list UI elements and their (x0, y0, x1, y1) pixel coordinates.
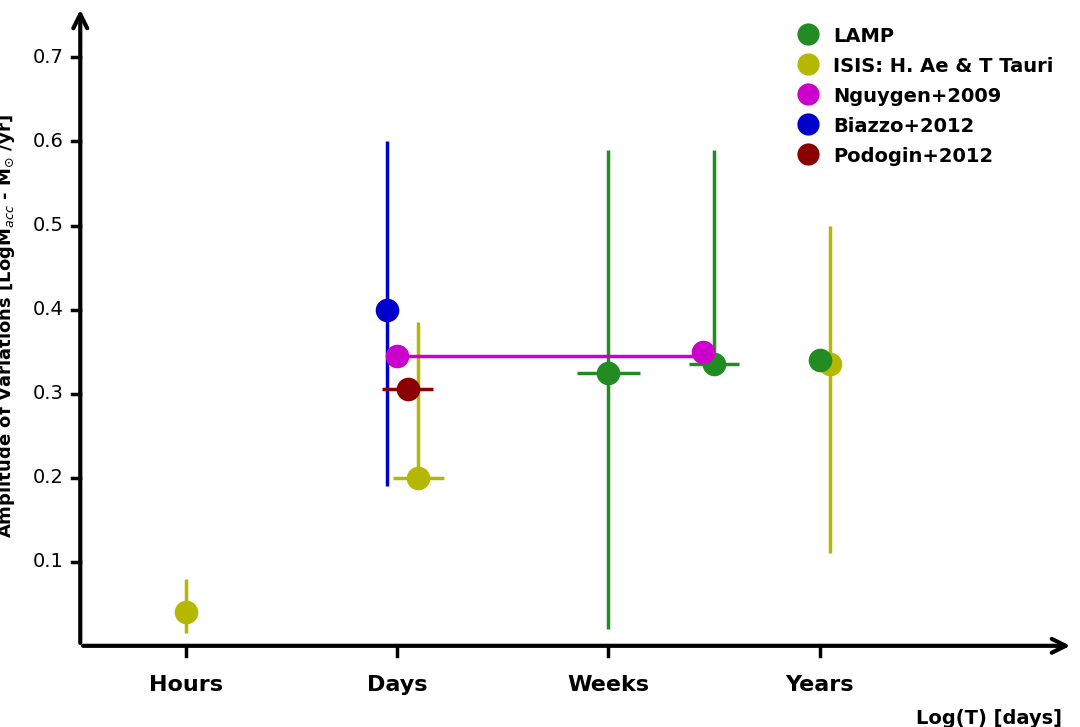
Legend: LAMP, ISIS: H. Ae & T Tauri, Nguygen+2009, Biazzo+2012, Podogin+2012: LAMP, ISIS: H. Ae & T Tauri, Nguygen+200… (788, 17, 1064, 176)
Text: 0.3: 0.3 (32, 384, 64, 403)
Text: 0.5: 0.5 (32, 216, 64, 235)
Text: 0.4: 0.4 (32, 300, 64, 319)
Text: Weeks: Weeks (567, 675, 649, 695)
Text: 0.6: 0.6 (32, 132, 64, 151)
Text: Amplitude of Variations [LogM$_{acc}$ - M$_{\odot}$ /yr]: Amplitude of Variations [LogM$_{acc}$ - … (0, 115, 17, 538)
Text: 0.1: 0.1 (32, 553, 64, 571)
Text: Log(T) [days]: Log(T) [days] (917, 709, 1063, 727)
Text: 0.2: 0.2 (32, 468, 64, 487)
Text: Hours: Hours (149, 675, 222, 695)
Text: Days: Days (367, 675, 428, 695)
Text: Years: Years (785, 675, 854, 695)
Text: 0.7: 0.7 (32, 48, 64, 67)
